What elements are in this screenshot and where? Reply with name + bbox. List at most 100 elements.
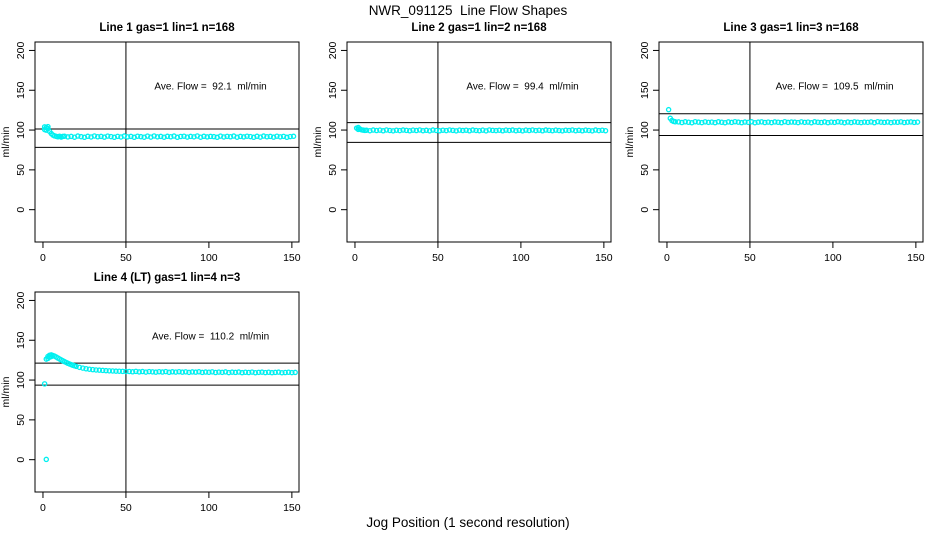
data-point: [377, 127, 383, 133]
data-point: [426, 128, 433, 134]
data-point: [282, 369, 288, 376]
data-point: [838, 119, 844, 125]
data-point: [430, 127, 436, 133]
data-point: [559, 128, 566, 134]
data-point: [196, 369, 202, 375]
data-point: [126, 368, 133, 375]
y-axis-label: ml/min: [624, 126, 636, 157]
data-point: [274, 133, 280, 139]
data-point: [96, 367, 103, 373]
data-point: [715, 119, 722, 125]
y-tick-label: 150: [15, 81, 27, 99]
data-point: [91, 133, 98, 139]
data-point: [592, 127, 599, 133]
data-point: [878, 119, 884, 125]
data-point: [709, 119, 715, 125]
data-point: [762, 119, 768, 126]
data-point: [742, 119, 748, 125]
data-point: [163, 368, 169, 375]
data-point: [815, 119, 821, 126]
data-point: [851, 119, 858, 125]
data-point: [433, 127, 440, 134]
data-point: [269, 369, 275, 376]
data-point: [506, 127, 513, 134]
data-point: [486, 127, 493, 133]
data-point: [589, 128, 595, 134]
data-point: [586, 127, 592, 134]
data-point: [543, 127, 549, 133]
data-point: [821, 119, 828, 125]
subplot-line-3: Line 3 gas=1 lin=3 n=168 0 50 100 150 0 50 100 1…: [624, 22, 925, 264]
subplot-line-2: Line 2 gas=1 lin=2 n=168 0 50 100 150 0 50 100 1…: [312, 22, 613, 264]
subplot-line-4: Line 4 (LT) gas=1 lin=4 n=3 0 50 100 150 0 50 1…: [0, 272, 301, 514]
y-tick-label: 50: [15, 164, 27, 176]
data-point: [292, 369, 298, 376]
data-point: [234, 134, 240, 140]
data-point: [209, 369, 215, 375]
data-point: [672, 119, 679, 125]
data-point: [129, 369, 136, 375]
data-point: [884, 119, 891, 125]
data-point: [798, 119, 805, 125]
y-tick-label: 150: [15, 331, 27, 349]
data-point: [901, 119, 907, 126]
data-point: [493, 127, 499, 134]
data-point: [828, 119, 834, 125]
data-point: [556, 127, 562, 134]
data-point: [221, 134, 227, 140]
y-tick-label: 150: [639, 81, 651, 99]
data-point: [443, 127, 449, 134]
x-axis-label: Jog Position (1 second resolution): [366, 515, 570, 530]
y-tick-label: 50: [639, 164, 651, 176]
data-point: [403, 127, 410, 134]
data-point: [874, 118, 881, 125]
data-point: [858, 119, 864, 126]
data-point: [207, 133, 214, 140]
data-point: [232, 369, 239, 376]
data-point: [523, 127, 529, 133]
data-point: [98, 133, 104, 140]
data-point: [254, 133, 260, 140]
y-tick-label: 200: [15, 42, 27, 60]
data-point: [264, 133, 270, 140]
data-point: [259, 369, 265, 375]
data-point: [811, 119, 818, 125]
data-point: [420, 127, 426, 134]
data-point: [456, 127, 463, 133]
data-point: [116, 368, 123, 374]
data-point: [373, 127, 380, 134]
y-tick-label: 0: [327, 207, 339, 213]
data-point: [390, 128, 396, 134]
data-point: [124, 134, 131, 140]
y-tick-label: 50: [327, 164, 339, 176]
data-point: [791, 119, 798, 125]
data-point: [410, 127, 416, 133]
data-point: [450, 127, 456, 134]
data-point: [192, 369, 199, 375]
data-point: [745, 119, 752, 126]
x-tick-label: 100: [512, 252, 530, 264]
data-point: [436, 128, 443, 134]
data-point: [894, 119, 901, 126]
data-point: [695, 119, 702, 125]
data-point: [725, 119, 732, 125]
data-point: [387, 127, 393, 134]
subplot-line-1: Line 1 gas=1 lin=1 n=168 0 50 100 150 0 50 100 1…: [0, 22, 301, 264]
y-tick-label: 200: [327, 42, 339, 60]
ave-flow-annotation: Ave. Flow = 109.5 ml/min: [776, 81, 894, 92]
data-point: [174, 134, 181, 141]
data-point: [526, 127, 532, 134]
data-point: [123, 368, 129, 375]
data-point: [219, 369, 225, 376]
x-tick-label: 50: [120, 252, 132, 264]
data-point: [785, 119, 791, 126]
data-point: [665, 106, 672, 113]
data-point: [242, 369, 249, 376]
data-point: [675, 119, 682, 125]
data-point: [151, 133, 157, 139]
data-point: [189, 369, 196, 375]
data-point: [202, 369, 209, 375]
data-point: [782, 118, 788, 125]
data-point: [204, 134, 210, 140]
data-point: [479, 127, 486, 133]
